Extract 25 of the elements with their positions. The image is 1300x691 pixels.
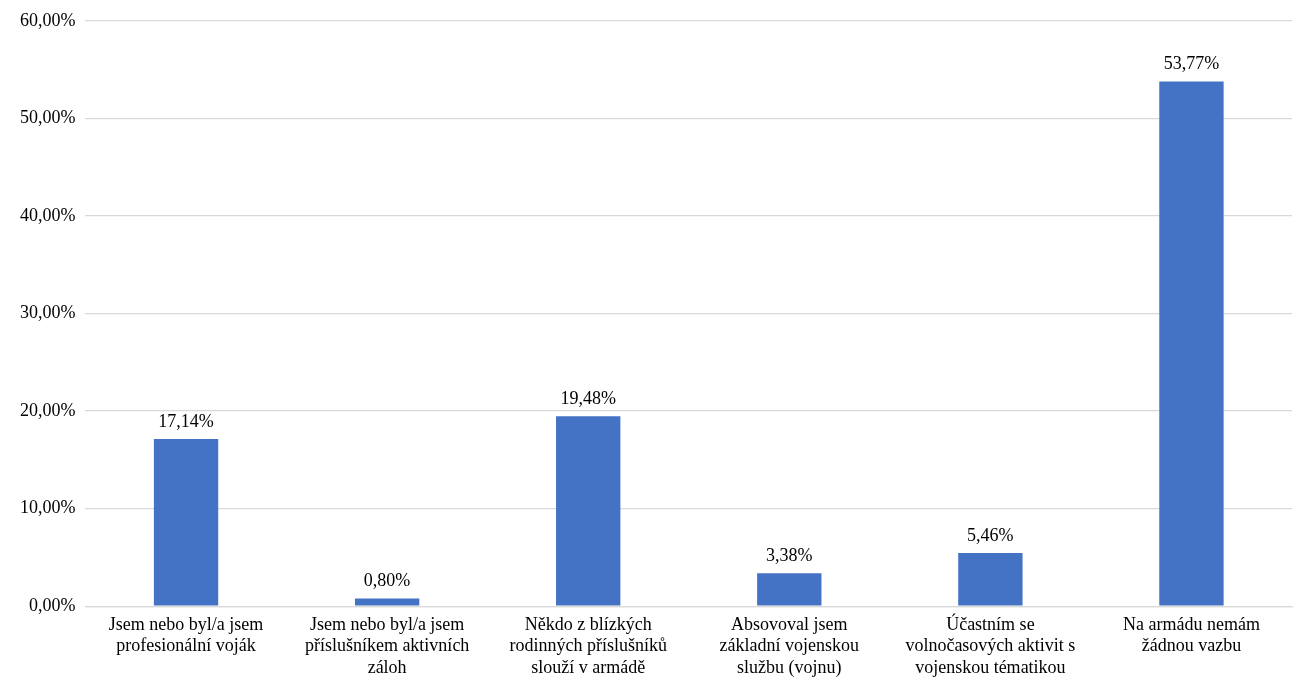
y-tick-label: 0,00% (28, 594, 76, 615)
bar (354, 598, 420, 606)
y-tick-label: 30,00% (19, 302, 76, 323)
data-label: 3,38% (766, 544, 813, 565)
bar (153, 438, 219, 606)
data-label: 53,77% (1163, 53, 1220, 74)
bar (556, 416, 621, 606)
x-tick-label: Někdo z blízkých rodinných příslušníků slouží v armádě (509, 613, 667, 677)
y-tick-label: 10,00% (19, 497, 76, 518)
y-tick-label: 20,00% (19, 399, 76, 420)
data-label: 0,80% (363, 570, 411, 591)
x-tick-label: Absovoval jsem základní vojenskou službu (vojnu) (719, 613, 860, 678)
x-tick-label: Jsem nebo byl/a jsem profesionální voják (108, 613, 264, 656)
y-tick-label: 60,00% (19, 9, 76, 30)
y-tick-label: 40,00% (19, 204, 76, 225)
bar (1159, 81, 1224, 606)
data-label: 17,14% (158, 410, 214, 431)
bar (958, 552, 1023, 606)
bar (757, 573, 822, 606)
data-label: 19,48% (560, 387, 616, 408)
data-label: 5,46% (967, 524, 1014, 545)
x-tick-label: Na armádu nemám žádnou vazbu (1122, 613, 1260, 656)
x-tick-label: Účastním se volnočasových aktivit s vojenskou tématikou (905, 612, 1076, 677)
x-tick-label: Jsem nebo byl/a jsem příslušníkem aktivních záloh (304, 613, 470, 677)
y-tick-label: 50,00% (19, 107, 76, 128)
